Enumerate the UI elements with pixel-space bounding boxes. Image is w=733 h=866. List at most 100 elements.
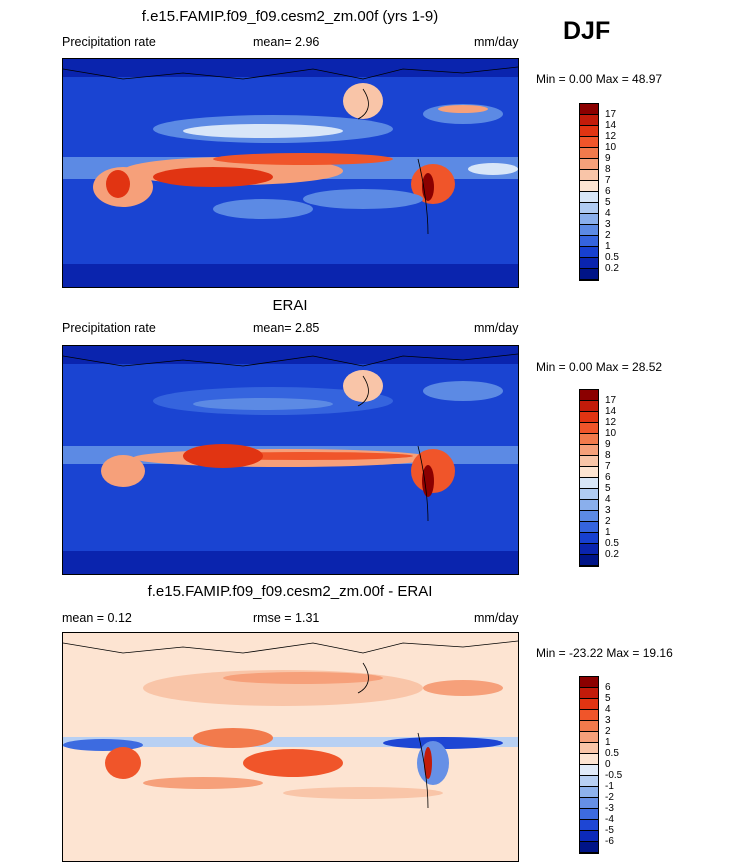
colorbar-1-tick-label: 10: [605, 142, 617, 153]
colorbar-2-swatch: [580, 544, 598, 555]
colorbar-2-swatch: [580, 511, 598, 522]
panel-1-field: [63, 59, 518, 287]
panel-2-left-label: Precipitation rate: [62, 321, 156, 335]
colorbar-1-tick-label: 0.2: [605, 263, 619, 274]
colorbar-1-swatch: [580, 192, 598, 203]
colorbar-2-tick-label: 12: [605, 417, 617, 428]
colorbar-2-tick-label: 2: [605, 516, 611, 527]
panel-3-units-label: mm/day: [474, 611, 519, 625]
colorbar-1-swatch: [580, 225, 598, 236]
colorbar-1-swatch: [580, 104, 598, 115]
colorbar-2-tick-label: 0.2: [605, 549, 619, 560]
panel-2-mean-label: mean= 2.85: [253, 321, 320, 335]
panel-2-units-label: mm/day: [474, 321, 519, 335]
panel-1-colorbar: 17 14 12 10 9 8 7 6 5 4 3 2 1 0.5 0.2: [579, 103, 619, 281]
colorbar-1-swatch: [580, 137, 598, 148]
colorbar-3-swatch: [580, 721, 598, 732]
colorbar-2-swatch: [580, 500, 598, 511]
colorbar-1-tick-label: 5: [605, 197, 611, 208]
colorbar-2-tick-label: 8: [605, 450, 611, 461]
colorbar-2-tick-label: 9: [605, 439, 611, 450]
colorbar-3-swatch: [580, 710, 598, 721]
colorbar-1-swatch: [580, 170, 598, 181]
colorbar-3-tick-label: 6: [605, 682, 611, 693]
panel-3-mean-label: mean = 0.12: [62, 611, 132, 625]
colorbar-2-swatch: [580, 390, 598, 401]
panel-1-title: f.e15.FAMIP.f09_f09.cesm2_zm.00f (yrs 1-…: [141, 8, 439, 25]
colorbar-3-swatch: [580, 765, 598, 776]
colorbar-2-tick-label: 7: [605, 461, 611, 472]
colorbar-1-swatch: [580, 115, 598, 126]
panel-1-map: [62, 58, 519, 288]
colorbar-2-swatch: [580, 489, 598, 500]
colorbar-3-tick-label: 5: [605, 693, 611, 704]
colorbar-2-tick-label: 17: [605, 395, 617, 406]
colorbar-2-swatch: [580, 467, 598, 478]
colorbar-3-swatch: [580, 688, 598, 699]
colorbar-2-swatch: [580, 412, 598, 423]
colorbar-3-tick-label: -6: [605, 836, 614, 847]
season-label: DJF: [563, 17, 611, 45]
colorbar-1-tick-label: 6: [605, 186, 611, 197]
colorbar-3-swatch: [580, 798, 598, 809]
colorbar-2-swatch: [580, 533, 598, 544]
colorbar-1-swatch: [580, 203, 598, 214]
colorbar-3-tick-label: -2: [605, 792, 614, 803]
colorbar-1-tick-label: 3: [605, 219, 611, 230]
colorbar-2-tick-label: 1: [605, 527, 611, 538]
colorbar-2-tick-label: 0.5: [605, 538, 619, 549]
colorbar-3-swatch: [580, 699, 598, 710]
colorbar-3-swatch: [580, 743, 598, 754]
colorbar-3-swatch: [580, 776, 598, 787]
colorbar-1-swatch: [580, 126, 598, 137]
panel-3-minmax: Min = -23.22 Max = 19.16: [536, 646, 673, 660]
colorbar-1-tick-label: 2: [605, 230, 611, 241]
panel-1-mean-label: mean= 2.96: [253, 35, 320, 49]
colorbar-3-tick-label: 0: [605, 759, 611, 770]
panel-2-field: [63, 346, 518, 574]
colorbar-1-tick-label: 4: [605, 208, 611, 219]
colorbar-3-swatch: [580, 820, 598, 831]
panel-1-left-label: Precipitation rate: [62, 35, 156, 49]
colorbar-1-tick-label: 9: [605, 153, 611, 164]
colorbar-2-swatch: [580, 555, 598, 566]
colorbar-1-tick-label: 7: [605, 175, 611, 186]
colorbar-2-swatch: [580, 522, 598, 533]
colorbar-1-swatch: [580, 258, 598, 269]
colorbar-2-swatch: [580, 423, 598, 434]
colorbar-1-tick-label: 1: [605, 241, 611, 252]
colorbar-2-tick-label: 5: [605, 483, 611, 494]
colorbar-2-tick-label: 3: [605, 505, 611, 516]
colorbar-3-swatch: [580, 842, 598, 853]
colorbar-1-swatch: [580, 247, 598, 258]
colorbar-3-tick-label: 0.5: [605, 748, 619, 759]
colorbar-2-swatch: [580, 434, 598, 445]
colorbar-1-swatch: [580, 148, 598, 159]
panel-2-map: [62, 345, 519, 575]
colorbar-2-swatch: [580, 478, 598, 489]
colorbar-2-swatch: [580, 456, 598, 467]
colorbar-3-swatch: [580, 787, 598, 798]
colorbar-1-swatch: [580, 269, 598, 280]
colorbar-2-tick-label: 10: [605, 428, 617, 439]
colorbar-1-tick-label: 8: [605, 164, 611, 175]
colorbar-1-tick-label: 12: [605, 131, 617, 142]
colorbar-3-tick-label: 1: [605, 737, 611, 748]
colorbar-1-tick-label: 0.5: [605, 252, 619, 263]
colorbar-1-swatch: [580, 214, 598, 225]
panel-3-map: [62, 632, 519, 862]
panel-3-colorbar: 6 5 4 3 2 1 0.5 0 -0.5 -1 -2 -3 -4 -5 -6: [579, 676, 622, 854]
colorbar-2-swatch: [580, 401, 598, 412]
colorbar-3-tick-label: -4: [605, 814, 614, 825]
colorbar-2-tick-label: 4: [605, 494, 611, 505]
colorbar-3-swatch: [580, 831, 598, 842]
colorbar-2-tick-label: 14: [605, 406, 617, 417]
panel-3-field: [63, 633, 518, 861]
colorbar-1-tick-label: 17: [605, 109, 617, 120]
colorbar-1-swatch: [580, 236, 598, 247]
colorbar-1-tick-label: 14: [605, 120, 617, 131]
panel-2-colorbar: 17 14 12 10 9 8 7 6 5 4 3 2 1 0.5 0.2: [579, 389, 619, 567]
colorbar-3-tick-label: -5: [605, 825, 614, 836]
colorbar-3-tick-label: -3: [605, 803, 614, 814]
colorbar-3-tick-label: -1: [605, 781, 614, 792]
